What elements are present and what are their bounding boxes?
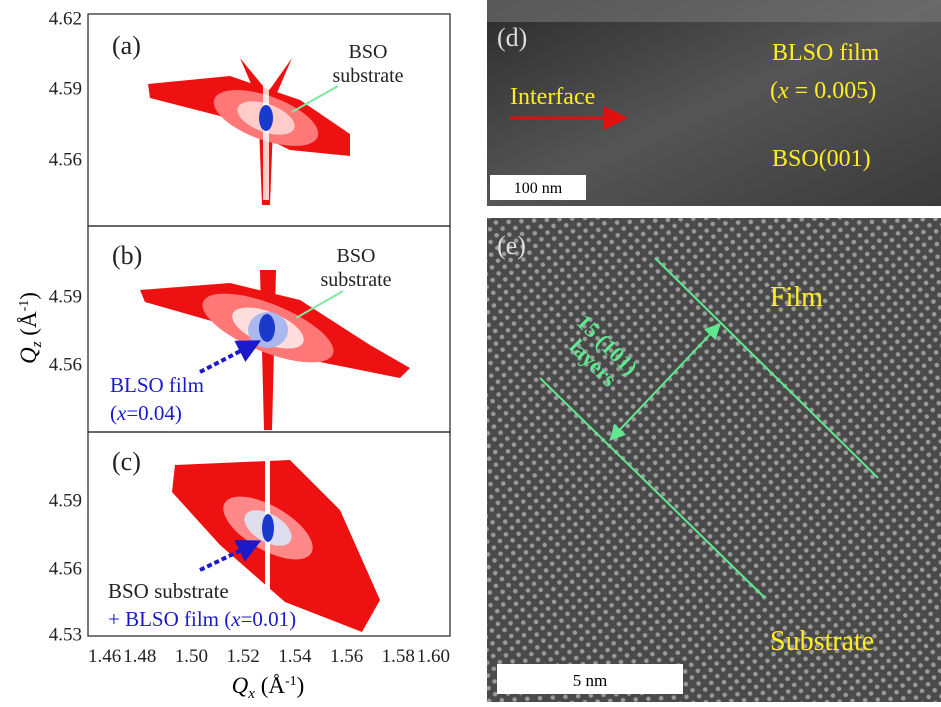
x-axis-label: Qx (Å-1) [232,673,305,702]
film-label: Film [770,282,823,313]
panel-label: (b) [112,241,142,270]
film-label: + BLSO film (x=0.01) [108,607,296,631]
film-label: BLSO film [772,40,880,66]
interface-label: Interface [510,84,595,110]
x-tick-label: 1.50 [175,646,208,667]
film-composition: (x=0.04) [110,401,182,425]
annotation: BSO substrate [108,579,229,603]
y-tick-label: 4.59 [49,286,82,307]
panel-label: (a) [112,31,141,60]
annotation: substrate [320,269,391,291]
panel-label: (e) [497,231,526,260]
y-tick-label: 4.56 [49,558,82,579]
annotation: substrate [332,65,403,87]
x-tick-label: 1.46 [88,646,121,667]
annotation: BSO [337,245,376,267]
x-tick-label: 1.48 [123,646,156,667]
y-tick-label: 4.56 [49,354,82,375]
y-tick-label: 4.62 [49,8,82,29]
x-tick-label: 1.52 [227,646,260,667]
scale-bar-label: 5 nm [573,671,607,690]
y-tick-label: 4.59 [49,78,82,99]
substrate-label: Substrate [770,626,874,657]
x-tick-label: 1.56 [330,646,363,667]
y-axis-label: Qz (Å-1) [16,292,45,364]
figure: 4.62 4.59 4.56 4.59 4.56 4.59 4.56 4.53 … [0,0,941,702]
y-tick-label: 4.53 [49,624,82,645]
film-composition: (x = 0.005) [770,78,876,104]
film-label: BLSO film [110,373,204,397]
y-tick-label: 4.59 [49,490,82,511]
rsm-a [148,50,350,205]
annotation: BSO [349,41,388,63]
panel-label: (d) [497,23,527,52]
x-tick-label: 1.54 [278,646,312,667]
scale-bar-label: 100 nm [514,180,563,197]
substrate-label: BSO(001) [772,146,871,172]
y-tick-label: 4.56 [49,149,82,170]
panel-label: (c) [112,447,141,476]
x-tick-label: 1.58 [382,646,415,667]
x-tick-label: 1.60 [417,646,450,667]
